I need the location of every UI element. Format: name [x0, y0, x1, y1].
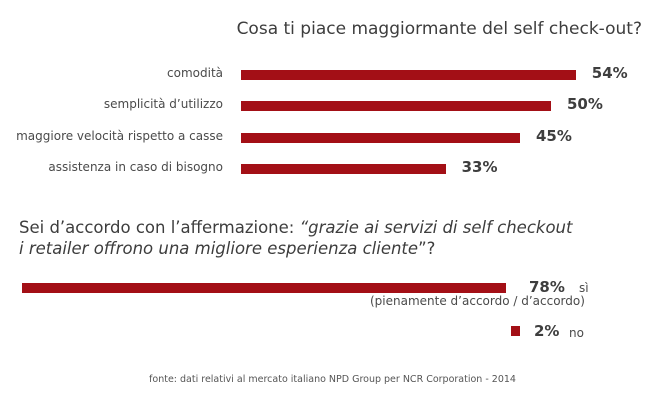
category-note: (pienamente d’accordo / d’accordo) [370, 294, 585, 308]
chart2-title-prefix: Sei d’accordo con l’affermazione: [19, 218, 300, 237]
category-label: assistenza in caso di bisogno [48, 159, 223, 174]
value-label: 54% [591, 64, 628, 82]
category-label: maggiore velocità rispetto a casse [16, 128, 223, 143]
chart2-title-line2: i retailer offrono una migliore esperien… [19, 239, 435, 258]
value-label: 78% [529, 278, 565, 296]
value-label: 2% [534, 322, 560, 340]
category-label: comodità [167, 66, 223, 80]
category-label: semplicità d’utilizzo [103, 97, 223, 112]
bar [241, 132, 520, 143]
value-label: 50% [567, 95, 603, 114]
chart1-title: Cosa ti piace maggiormante del self chec… [236, 19, 642, 39]
chart2-title-quote-line1: “grazie ai servizi di self checkout [299, 218, 573, 237]
bar [241, 101, 551, 112]
value-label: 33% [461, 157, 498, 176]
bar [22, 283, 506, 293]
category-label: no [569, 326, 584, 340]
chart2-title-quote-line2: i retailer offrono una migliore esperien… [19, 239, 419, 258]
chart2-title-line1: Sei d’accordo con l’affermazione: “grazi… [19, 218, 572, 237]
value-label: 45% [536, 126, 572, 145]
category-label: sì [579, 281, 589, 295]
chart2-title-suffix: ”? [418, 239, 436, 258]
bar [241, 70, 576, 80]
source-note: fonte: dati relativi al mercato italiano… [149, 374, 516, 385]
bar [511, 326, 521, 336]
bar [241, 163, 446, 174]
